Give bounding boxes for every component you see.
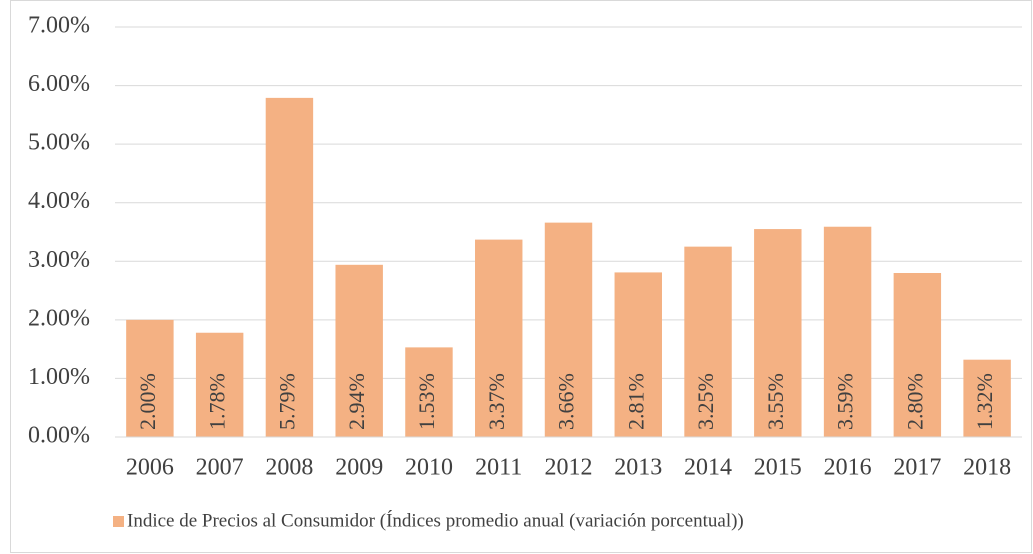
x-tick-label: 2008: [265, 455, 313, 481]
bar: [823, 226, 872, 437]
data-label: 3.37%: [484, 373, 509, 430]
y-tick-label: 1.00%: [28, 364, 90, 390]
x-tick-label: 2009: [335, 455, 383, 481]
x-tick-label: 2006: [126, 455, 174, 481]
bar: [754, 229, 802, 437]
data-label: 3.66%: [554, 373, 579, 430]
data-label: 2.80%: [902, 373, 927, 430]
y-tick-label: 3.00%: [28, 247, 90, 273]
data-label: 2.81%: [623, 373, 648, 430]
bar: [614, 272, 662, 437]
y-tick-label: 0.00%: [28, 423, 90, 449]
bar: [335, 264, 383, 437]
data-label: 5.79%: [274, 373, 299, 430]
y-tick-label: 7.00%: [28, 13, 90, 39]
x-tick-label: 2013: [614, 455, 662, 481]
x-tick-label: 2015: [754, 455, 802, 481]
x-tick-label: 2007: [196, 455, 244, 481]
data-label: 3.25%: [693, 373, 718, 430]
x-tick-label: 2017: [893, 455, 941, 481]
bar: [544, 222, 593, 437]
x-tick-label: 2016: [824, 455, 872, 481]
x-tick-label: 2011: [475, 455, 522, 481]
chart-border: [10, 0, 1032, 553]
y-tick-label: 2.00%: [28, 305, 90, 331]
y-tick-label: 5.00%: [28, 130, 90, 156]
x-tick-label: 2012: [545, 455, 593, 481]
data-label: 1.53%: [414, 373, 439, 430]
data-label: 1.32%: [972, 373, 997, 430]
bar: [684, 246, 732, 437]
data-label: 2.94%: [344, 373, 369, 430]
bar: [265, 97, 314, 437]
data-label: 3.55%: [763, 373, 788, 430]
x-tick-label: 2014: [684, 455, 732, 481]
y-tick-label: 6.00%: [28, 71, 90, 97]
bar: [963, 359, 1011, 437]
bar: [195, 332, 244, 437]
bar: [893, 273, 942, 437]
x-tick-label: 2010: [405, 455, 453, 481]
legend-label: Indice de Precios al Consumidor (Índices…: [127, 509, 744, 531]
y-tick-label: 4.00%: [28, 188, 90, 214]
data-label: 3.59%: [833, 373, 858, 430]
x-tick-label: 2018: [963, 455, 1011, 481]
bar: [405, 347, 453, 437]
data-label: 1.78%: [205, 373, 230, 430]
legend-swatch: [113, 516, 124, 527]
data-label: 2.00%: [135, 373, 160, 430]
bar: [475, 239, 523, 437]
bar: [126, 319, 174, 437]
